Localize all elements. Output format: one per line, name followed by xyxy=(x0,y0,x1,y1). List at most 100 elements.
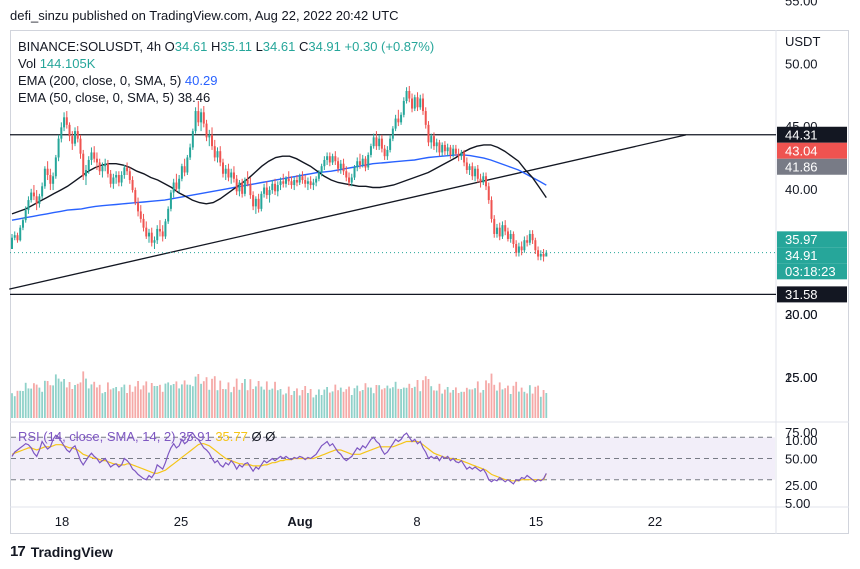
candle-body xyxy=(230,172,233,178)
volume-bar xyxy=(430,386,433,418)
candle-body xyxy=(32,192,35,197)
candle-body xyxy=(257,198,260,209)
volume-bar xyxy=(22,391,24,418)
ema200-label: EMA (200, close, 0, SMA, 5) xyxy=(18,73,182,88)
volume-bar xyxy=(244,379,246,418)
candle-body xyxy=(394,118,397,129)
volume-bar xyxy=(211,378,213,418)
rsi-legend[interactable]: RSI (14, close, SMA, 14, 2) 35.91 35.77 … xyxy=(18,429,275,444)
volume-bar xyxy=(96,387,98,418)
volume-bar xyxy=(356,385,359,418)
candle-body xyxy=(323,159,326,167)
candle-body xyxy=(142,218,145,228)
high-value: 35.11 xyxy=(220,39,252,54)
candle-body xyxy=(517,246,520,253)
volume-bar xyxy=(87,388,90,418)
c-label: C xyxy=(298,39,309,54)
volume-bar xyxy=(452,390,455,418)
volume-bar xyxy=(389,388,392,418)
volume-bar xyxy=(71,389,74,418)
candle-body xyxy=(65,117,68,125)
volume-bar xyxy=(208,389,211,418)
volume-bar xyxy=(148,392,150,418)
candle-body xyxy=(202,112,205,124)
candle-body xyxy=(213,146,216,158)
candle-body xyxy=(482,176,485,183)
candle-body xyxy=(216,151,219,158)
candle-body xyxy=(249,183,252,196)
volume-bar xyxy=(27,388,30,418)
volume-bar xyxy=(370,387,372,418)
h-label: H xyxy=(210,39,221,54)
candle-body xyxy=(24,210,27,221)
volume-bar xyxy=(359,391,361,418)
price-label-box xyxy=(777,263,847,280)
volume-bar xyxy=(128,384,131,418)
volume-bar xyxy=(460,391,463,418)
volume-bar xyxy=(142,385,145,418)
trendline xyxy=(9,134,687,290)
volume-bar xyxy=(339,387,342,418)
volume-bar xyxy=(372,393,375,418)
candle-body xyxy=(441,144,444,153)
volume-bar xyxy=(170,385,172,418)
volume-bar xyxy=(241,383,244,418)
volume-bar xyxy=(60,381,63,418)
rsi-tick-label: 75.00 xyxy=(785,425,818,440)
volume-bar xyxy=(476,381,479,418)
price-label-box xyxy=(777,286,847,303)
candle-body xyxy=(27,200,30,211)
price-label-text: 31.58 xyxy=(785,287,818,302)
o-label: O xyxy=(164,39,175,54)
candle-body xyxy=(186,157,189,173)
candle-body xyxy=(413,97,416,109)
close-value: 34.91 xyxy=(308,39,341,54)
candle-body xyxy=(191,131,194,148)
candle-body xyxy=(328,156,331,163)
volume-legend[interactable]: Vol 144.105K xyxy=(18,55,95,72)
candle-body xyxy=(235,178,238,192)
candle-body xyxy=(74,131,77,144)
candle-body xyxy=(334,156,337,162)
candle-body xyxy=(405,90,408,102)
ema200-legend[interactable]: EMA (200, close, 0, SMA, 5) 40.29 xyxy=(18,72,217,89)
candle-body xyxy=(537,250,540,257)
candle-body xyxy=(139,211,142,219)
volume-bar xyxy=(545,393,548,418)
volume-bar xyxy=(301,390,304,418)
candle-body xyxy=(312,182,315,186)
ema50-legend[interactable]: EMA (50, close, 0, SMA, 5) 38.46 xyxy=(18,89,210,106)
volume-bar xyxy=(159,384,161,418)
volume-bar xyxy=(454,387,457,418)
candle-body xyxy=(79,138,82,154)
volume-bar xyxy=(131,391,134,418)
volume-bar xyxy=(457,393,460,418)
candle-body xyxy=(495,227,498,234)
candle-body xyxy=(189,147,192,158)
volume-bar xyxy=(52,385,54,418)
candle-body xyxy=(117,175,120,183)
candle-body xyxy=(457,153,460,157)
volume-bar xyxy=(518,391,520,418)
volume-bar xyxy=(43,380,46,418)
volume-bar xyxy=(227,382,230,418)
price-tick-label: 50.00 xyxy=(785,56,818,71)
candle-body xyxy=(416,97,419,108)
volume-bar xyxy=(449,392,452,418)
volume-bar xyxy=(539,396,542,418)
candle-body xyxy=(389,138,392,150)
volume-bar xyxy=(161,391,164,418)
candle-body xyxy=(326,156,329,160)
volume-bar xyxy=(224,389,227,418)
volume-bar xyxy=(79,382,82,418)
candle-body xyxy=(400,114,403,123)
volume-bar xyxy=(285,393,287,418)
symbol-label[interactable]: BINANCE:SOLUSDT, 4h xyxy=(18,39,162,54)
candle-body xyxy=(361,158,364,165)
tradingview-footer[interactable]: 17 TradingView xyxy=(10,543,113,560)
candle-body xyxy=(337,161,340,169)
candle-body xyxy=(38,196,41,204)
volume-bar xyxy=(402,387,405,418)
candle-body xyxy=(268,190,271,196)
